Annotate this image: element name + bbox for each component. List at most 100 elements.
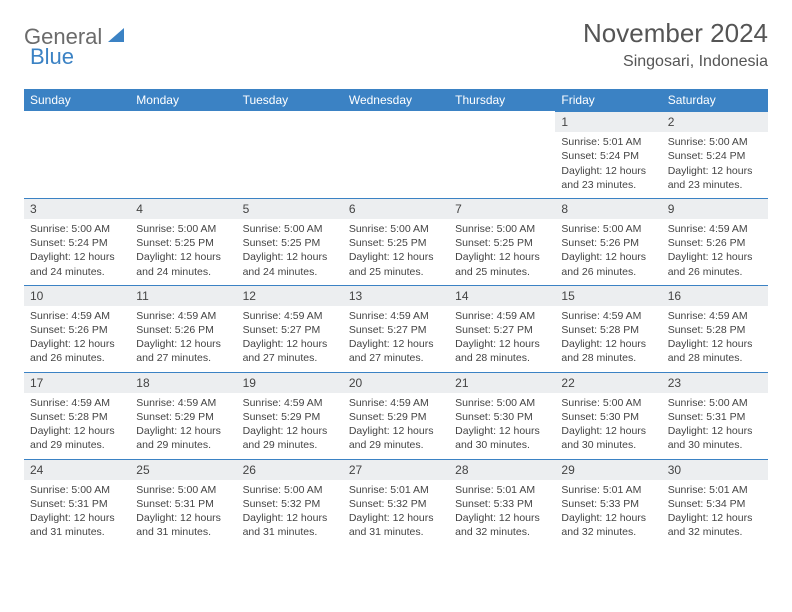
sunrise-text: Sunrise: 4:59 AM (136, 396, 230, 410)
day-content: Sunrise: 5:01 AMSunset: 5:32 PMDaylight:… (343, 480, 449, 546)
daylight-text: Daylight: 12 hours and 32 minutes. (561, 511, 655, 539)
daylight-text: Daylight: 12 hours and 24 minutes. (30, 250, 124, 278)
week-row: 17Sunrise: 4:59 AMSunset: 5:28 PMDayligh… (24, 372, 768, 459)
day-content: Sunrise: 4:59 AMSunset: 5:28 PMDaylight:… (555, 306, 661, 372)
day-cell: 25Sunrise: 5:00 AMSunset: 5:31 PMDayligh… (130, 459, 236, 546)
sunset-text: Sunset: 5:24 PM (561, 149, 655, 163)
day-number: 16 (662, 286, 768, 306)
day-number: 15 (555, 286, 661, 306)
empty-day-cell (24, 111, 130, 198)
day-content: Sunrise: 4:59 AMSunset: 5:27 PMDaylight:… (237, 306, 343, 372)
day-content: Sunrise: 5:00 AMSunset: 5:26 PMDaylight:… (555, 219, 661, 285)
day-content: Sunrise: 5:00 AMSunset: 5:32 PMDaylight:… (237, 480, 343, 546)
empty-day-cell (237, 111, 343, 198)
calendar: SundayMondayTuesdayWednesdayThursdayFrid… (24, 89, 768, 545)
day-cell: 15Sunrise: 4:59 AMSunset: 5:28 PMDayligh… (555, 285, 661, 372)
week-row: 10Sunrise: 4:59 AMSunset: 5:26 PMDayligh… (24, 285, 768, 372)
daylight-text: Daylight: 12 hours and 32 minutes. (668, 511, 762, 539)
day-cell: 18Sunrise: 4:59 AMSunset: 5:29 PMDayligh… (130, 372, 236, 459)
day-cell: 28Sunrise: 5:01 AMSunset: 5:33 PMDayligh… (449, 459, 555, 546)
day-cell: 9Sunrise: 4:59 AMSunset: 5:26 PMDaylight… (662, 198, 768, 285)
day-number: 30 (662, 460, 768, 480)
day-content: Sunrise: 4:59 AMSunset: 5:28 PMDaylight:… (24, 393, 130, 459)
day-cell: 27Sunrise: 5:01 AMSunset: 5:32 PMDayligh… (343, 459, 449, 546)
daylight-text: Daylight: 12 hours and 31 minutes. (30, 511, 124, 539)
sunset-text: Sunset: 5:24 PM (30, 236, 124, 250)
day-number: 29 (555, 460, 661, 480)
day-content: Sunrise: 5:01 AMSunset: 5:34 PMDaylight:… (662, 480, 768, 546)
sunrise-text: Sunrise: 5:01 AM (668, 483, 762, 497)
daylight-text: Daylight: 12 hours and 28 minutes. (561, 337, 655, 365)
sunrise-text: Sunrise: 4:59 AM (136, 309, 230, 323)
day-number: 25 (130, 460, 236, 480)
weekday-header-row: SundayMondayTuesdayWednesdayThursdayFrid… (24, 89, 768, 111)
sunrise-text: Sunrise: 4:59 AM (349, 309, 443, 323)
sunrise-text: Sunrise: 4:59 AM (30, 309, 124, 323)
sunrise-text: Sunrise: 5:00 AM (349, 222, 443, 236)
day-cell: 29Sunrise: 5:01 AMSunset: 5:33 PMDayligh… (555, 459, 661, 546)
sunset-text: Sunset: 5:26 PM (668, 236, 762, 250)
sunrise-text: Sunrise: 5:01 AM (455, 483, 549, 497)
sunrise-text: Sunrise: 4:59 AM (349, 396, 443, 410)
day-content: Sunrise: 4:59 AMSunset: 5:28 PMDaylight:… (662, 306, 768, 372)
day-number: 4 (130, 199, 236, 219)
week-row: 1Sunrise: 5:01 AMSunset: 5:24 PMDaylight… (24, 111, 768, 198)
sunset-text: Sunset: 5:26 PM (30, 323, 124, 337)
sunset-text: Sunset: 5:29 PM (243, 410, 337, 424)
daylight-text: Daylight: 12 hours and 30 minutes. (561, 424, 655, 452)
daylight-text: Daylight: 12 hours and 29 minutes. (30, 424, 124, 452)
weekday-header: Friday (555, 89, 661, 111)
daylight-text: Daylight: 12 hours and 25 minutes. (455, 250, 549, 278)
day-cell: 20Sunrise: 4:59 AMSunset: 5:29 PMDayligh… (343, 372, 449, 459)
day-content: Sunrise: 5:00 AMSunset: 5:25 PMDaylight:… (237, 219, 343, 285)
sunrise-text: Sunrise: 5:00 AM (561, 396, 655, 410)
day-content: Sunrise: 4:59 AMSunset: 5:29 PMDaylight:… (343, 393, 449, 459)
day-number: 7 (449, 199, 555, 219)
empty-day-cell (343, 111, 449, 198)
day-content: Sunrise: 5:01 AMSunset: 5:33 PMDaylight:… (449, 480, 555, 546)
day-cell: 5Sunrise: 5:00 AMSunset: 5:25 PMDaylight… (237, 198, 343, 285)
day-cell: 19Sunrise: 4:59 AMSunset: 5:29 PMDayligh… (237, 372, 343, 459)
day-number: 6 (343, 199, 449, 219)
daylight-text: Daylight: 12 hours and 30 minutes. (455, 424, 549, 452)
sunrise-text: Sunrise: 4:59 AM (668, 309, 762, 323)
day-content: Sunrise: 4:59 AMSunset: 5:27 PMDaylight:… (449, 306, 555, 372)
day-cell: 6Sunrise: 5:00 AMSunset: 5:25 PMDaylight… (343, 198, 449, 285)
sunrise-text: Sunrise: 5:00 AM (668, 396, 762, 410)
sunrise-text: Sunrise: 4:59 AM (30, 396, 124, 410)
title-block: November 2024 Singosari, Indonesia (583, 18, 768, 71)
sail-icon (106, 24, 126, 50)
sunset-text: Sunset: 5:33 PM (455, 497, 549, 511)
sunset-text: Sunset: 5:26 PM (561, 236, 655, 250)
day-cell: 26Sunrise: 5:00 AMSunset: 5:32 PMDayligh… (237, 459, 343, 546)
sunset-text: Sunset: 5:27 PM (455, 323, 549, 337)
empty-day-cell (449, 111, 555, 198)
day-number: 9 (662, 199, 768, 219)
daylight-text: Daylight: 12 hours and 26 minutes. (561, 250, 655, 278)
sunrise-text: Sunrise: 4:59 AM (243, 396, 337, 410)
day-content: Sunrise: 4:59 AMSunset: 5:26 PMDaylight:… (662, 219, 768, 285)
daylight-text: Daylight: 12 hours and 29 minutes. (243, 424, 337, 452)
sunset-text: Sunset: 5:32 PM (243, 497, 337, 511)
empty-day-cell (130, 111, 236, 198)
day-cell: 12Sunrise: 4:59 AMSunset: 5:27 PMDayligh… (237, 285, 343, 372)
daylight-text: Daylight: 12 hours and 27 minutes. (136, 337, 230, 365)
month-title: November 2024 (583, 18, 768, 49)
daylight-text: Daylight: 12 hours and 24 minutes. (136, 250, 230, 278)
day-cell: 17Sunrise: 4:59 AMSunset: 5:28 PMDayligh… (24, 372, 130, 459)
week-row: 3Sunrise: 5:00 AMSunset: 5:24 PMDaylight… (24, 198, 768, 285)
day-number: 3 (24, 199, 130, 219)
day-cell: 1Sunrise: 5:01 AMSunset: 5:24 PMDaylight… (555, 111, 661, 198)
sunrise-text: Sunrise: 5:00 AM (136, 483, 230, 497)
day-content: Sunrise: 5:00 AMSunset: 5:30 PMDaylight:… (555, 393, 661, 459)
day-number: 5 (237, 199, 343, 219)
sunset-text: Sunset: 5:31 PM (136, 497, 230, 511)
daylight-text: Daylight: 12 hours and 29 minutes. (136, 424, 230, 452)
sunset-text: Sunset: 5:34 PM (668, 497, 762, 511)
day-content: Sunrise: 4:59 AMSunset: 5:26 PMDaylight:… (130, 306, 236, 372)
day-number: 13 (343, 286, 449, 306)
sunrise-text: Sunrise: 5:00 AM (30, 222, 124, 236)
day-content: Sunrise: 5:00 AMSunset: 5:31 PMDaylight:… (662, 393, 768, 459)
day-number: 27 (343, 460, 449, 480)
week-row: 24Sunrise: 5:00 AMSunset: 5:31 PMDayligh… (24, 459, 768, 546)
